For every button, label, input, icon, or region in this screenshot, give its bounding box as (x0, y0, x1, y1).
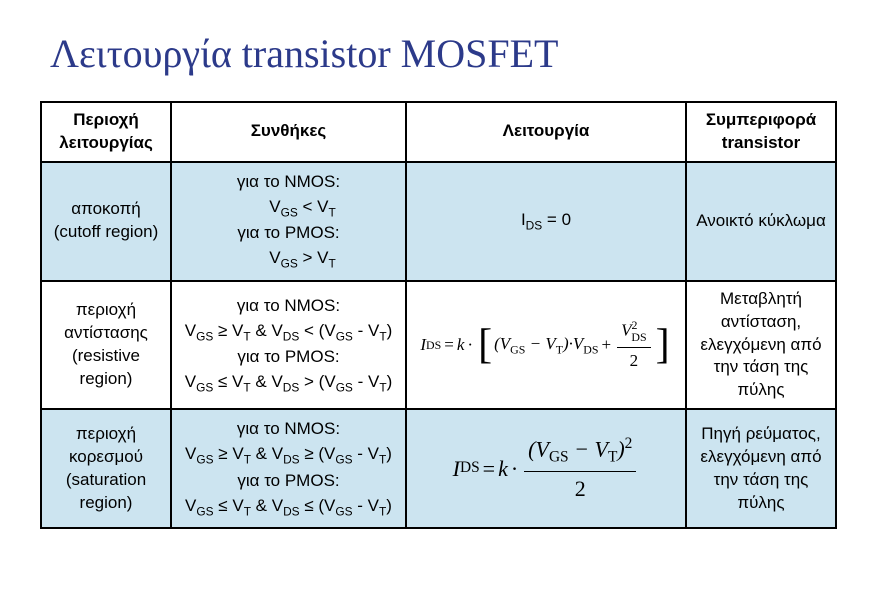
page-title: Λειτουργία transistor MOSFET (50, 30, 837, 77)
op-text: IDS = 0 (521, 210, 571, 229)
cell-conditions: για το NMOS: VGS ≥ VT & VDS ≥ (VGS - VT)… (171, 409, 406, 528)
table-row: περιοχή κορεσμού (saturation region) για… (41, 409, 836, 528)
nmos-expr: VGS ≥ VT & VDS ≥ (VGS - VT) (180, 443, 397, 467)
formula-saturation: IDS = k· (VGS − VT)2 2 (453, 434, 640, 503)
region-gr: περιοχή αντίστασης (50, 299, 162, 345)
cell-behavior: Πηγή ρεύματος, ελεγχόμενη από την τάση τ… (686, 409, 836, 528)
table-header-row: Περιοχή λειτουργίας Συνθήκες Λειτουργία … (41, 102, 836, 162)
region-en: (saturation region) (50, 469, 162, 515)
mosfet-table: Περιοχή λειτουργίας Συνθήκες Λειτουργία … (40, 101, 837, 529)
region-en: (cutoff region) (50, 221, 162, 244)
cell-region: περιοχή αντίστασης (resistive region) (41, 281, 171, 410)
pmos-label: για το PMOS: (180, 222, 397, 245)
nmos-label: για το NMOS: (180, 295, 397, 318)
region-en: (resistive region) (50, 345, 162, 391)
table-row: αποκοπή (cutoff region) για το NMOS: VGS… (41, 162, 836, 281)
cell-operation: IDS = k· (VGS − VT)2 2 (406, 409, 686, 528)
nmos-expr: VGS ≥ VT & VDS < (VGS - VT) (180, 320, 397, 344)
col-region: Περιοχή λειτουργίας (41, 102, 171, 162)
formula-linear: IDS = k· [ (VGS − VT)·VDS + V2DS 2 ] (420, 317, 671, 372)
cell-operation: IDS = k· [ (VGS − VT)·VDS + V2DS 2 ] (406, 281, 686, 410)
nmos-label: για το NMOS: (180, 418, 397, 441)
pmos-expr: VGS ≤ VT & VDS > (VGS - VT) (180, 371, 397, 395)
pmos-expr: VGS ≤ VT & VDS ≤ (VGS - VT) (180, 495, 397, 519)
pmos-expr: VGS > VT (180, 247, 397, 271)
cell-region: αποκοπή (cutoff region) (41, 162, 171, 281)
cell-conditions: για το NMOS: VGS < VT για το PMOS: VGS >… (171, 162, 406, 281)
region-gr: αποκοπή (50, 198, 162, 221)
col-cond: Συνθήκες (171, 102, 406, 162)
region-gr: περιοχή κορεσμού (50, 423, 162, 469)
nmos-expr: VGS < VT (180, 196, 397, 220)
table-row: περιοχή αντίστασης (resistive region) γι… (41, 281, 836, 410)
nmos-label: για το NMOS: (180, 171, 397, 194)
cell-operation: IDS = 0 (406, 162, 686, 281)
cell-behavior: Ανοικτό κύκλωμα (686, 162, 836, 281)
col-behavior: Συμπεριφορά transistor (686, 102, 836, 162)
col-operation: Λειτουργία (406, 102, 686, 162)
cell-region: περιοχή κορεσμού (saturation region) (41, 409, 171, 528)
pmos-label: για το PMOS: (180, 470, 397, 493)
cell-conditions: για το NMOS: VGS ≥ VT & VDS < (VGS - VT)… (171, 281, 406, 410)
pmos-label: για το PMOS: (180, 346, 397, 369)
cell-behavior: Μεταβλητή αντίσταση, ελεγχόμενη από την … (686, 281, 836, 410)
